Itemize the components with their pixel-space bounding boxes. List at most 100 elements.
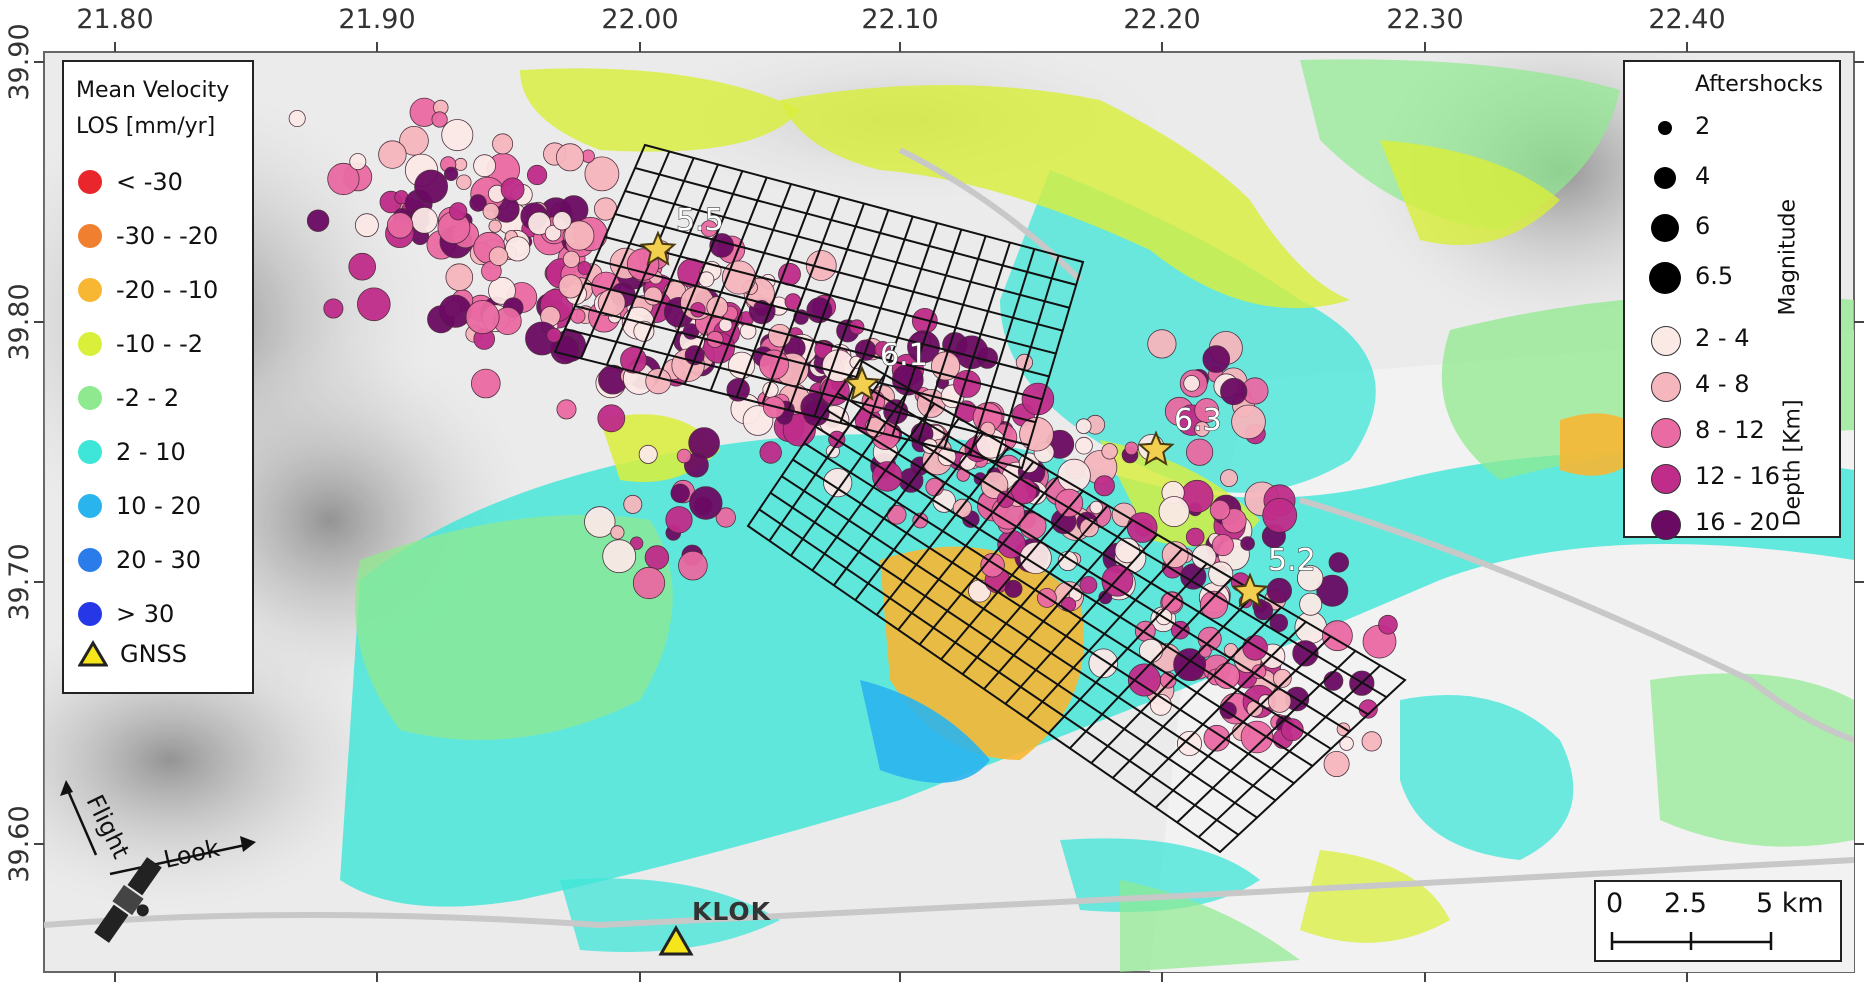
depth-legend-label: 4 - 8 bbox=[1695, 370, 1750, 398]
epicenter-star-icon bbox=[639, 230, 677, 266]
x-tick-label: 22.30 bbox=[1386, 4, 1463, 35]
aftershock bbox=[739, 322, 757, 340]
aftershock bbox=[584, 156, 620, 192]
aftershock bbox=[665, 506, 693, 534]
aftershock bbox=[1323, 751, 1350, 778]
fault-plane-outline bbox=[746, 358, 1407, 854]
velocity-legend-title: Mean Velocity bbox=[76, 78, 230, 103]
aftershock bbox=[1194, 421, 1210, 437]
aftershock bbox=[306, 209, 330, 232]
x-tick-label: 22.40 bbox=[1648, 4, 1725, 35]
velocity-swatch bbox=[78, 386, 102, 410]
depth-axis-label: Depth [Km] bbox=[1780, 399, 1806, 527]
magnitude-dot bbox=[1658, 121, 1672, 135]
aftershock bbox=[1057, 458, 1091, 493]
aftershock bbox=[556, 143, 585, 172]
aftershock bbox=[1328, 552, 1350, 573]
aftershock bbox=[399, 126, 429, 156]
aftershock bbox=[638, 444, 658, 464]
fault-grid-line bbox=[735, 190, 817, 398]
aftershock bbox=[386, 212, 414, 239]
aftershock bbox=[1198, 644, 1212, 658]
aftershock bbox=[1269, 613, 1289, 633]
aftershock bbox=[1202, 345, 1231, 373]
earthquake-magnitude-labels: 5.5 6.1 6.3 5.2 bbox=[675, 202, 1316, 578]
aftershock bbox=[546, 327, 562, 343]
aftershock bbox=[823, 468, 853, 498]
aftershock bbox=[356, 287, 391, 322]
velocity-legend-row: 20 - 30 bbox=[78, 540, 201, 580]
aftershock bbox=[348, 252, 377, 281]
aftershock bbox=[527, 211, 552, 236]
aftershock bbox=[1126, 512, 1158, 543]
velocity-legend-label: 20 - 30 bbox=[116, 546, 201, 574]
quake-label-6-3: 6.3 bbox=[1174, 403, 1222, 438]
aftershock bbox=[469, 194, 487, 212]
axis-ticks bbox=[34, 42, 1864, 982]
velocity-swatch bbox=[78, 170, 102, 194]
aftershock bbox=[956, 468, 970, 482]
fault-grid-line bbox=[604, 236, 1057, 355]
velocity-legend-row: < -30 bbox=[78, 162, 183, 202]
fault-grid-line bbox=[837, 392, 1369, 716]
scale-bar: 0 2.5 5 km bbox=[1594, 880, 1842, 962]
aftershock bbox=[1316, 574, 1349, 607]
depth-legend-label: 16 - 20 bbox=[1695, 508, 1780, 536]
fault-grid-line bbox=[943, 242, 1011, 449]
satellite-icon bbox=[94, 857, 162, 943]
fault-grid-line bbox=[631, 164, 719, 372]
aftershock bbox=[874, 341, 891, 358]
aftershock bbox=[1208, 561, 1234, 587]
aftershock bbox=[1019, 541, 1052, 575]
aftershock-legend: Aftershocks 2 4 6 6.5 2 - 4 4 - 8 8 - 12 12 - 1… bbox=[1623, 60, 1841, 540]
depth-legend-row: 4 - 8 bbox=[1625, 364, 1749, 408]
aftershock bbox=[1127, 663, 1161, 697]
aftershock bbox=[473, 154, 497, 178]
aftershock bbox=[700, 220, 718, 238]
aftershock bbox=[1186, 438, 1214, 466]
gnss-triangle-icon bbox=[78, 640, 108, 667]
aftershock bbox=[454, 157, 468, 171]
fault-grid-line bbox=[839, 216, 914, 424]
magnitude-legend-label: 4 bbox=[1695, 162, 1711, 190]
fault-grid-line bbox=[781, 475, 1277, 802]
aftershock bbox=[1173, 648, 1206, 681]
epicenter-star-icon bbox=[843, 365, 881, 401]
aftershock bbox=[323, 298, 344, 319]
aftershock bbox=[562, 250, 581, 268]
aftershock bbox=[678, 550, 708, 581]
depth-legend-label: 8 - 12 bbox=[1695, 416, 1765, 444]
y-tick-label: 39.90 bbox=[4, 23, 35, 100]
fault-grid-line bbox=[657, 170, 744, 379]
fault-grid-line bbox=[564, 328, 1030, 447]
depth-legend-row: 16 - 20 bbox=[1625, 502, 1780, 546]
quake-label-6-1: 6.1 bbox=[880, 338, 928, 373]
scale-label-2-5: 2.5 bbox=[1664, 888, 1707, 919]
depth-legend-label: 2 - 4 bbox=[1695, 324, 1750, 352]
aftershock bbox=[597, 404, 626, 433]
velocity-swatch bbox=[78, 548, 102, 572]
depth-swatch bbox=[1651, 372, 1681, 402]
velocity-swatch bbox=[78, 440, 102, 464]
velocity-legend-row: -20 - -10 bbox=[78, 270, 218, 310]
aftershock bbox=[441, 119, 474, 152]
aftershock bbox=[1093, 475, 1115, 497]
aftershock bbox=[288, 110, 306, 128]
aftershock bbox=[378, 140, 407, 169]
aftershock bbox=[644, 545, 670, 570]
gnss-legend-row: GNSS bbox=[78, 634, 187, 674]
aftershock bbox=[1322, 620, 1353, 652]
fault-grid-line bbox=[624, 190, 1070, 309]
fault-grid-line bbox=[769, 491, 1258, 819]
aftershock bbox=[670, 483, 690, 504]
fault-grid-line bbox=[891, 229, 963, 437]
aftershock bbox=[1147, 329, 1177, 359]
depth-legend-row: 2 - 4 bbox=[1625, 318, 1749, 362]
magnitude-dot bbox=[1651, 214, 1679, 242]
gnss-station-marker bbox=[658, 924, 694, 956]
aftershock bbox=[1079, 576, 1098, 594]
fault-grid-line bbox=[614, 213, 1063, 332]
aftershock bbox=[759, 441, 782, 464]
aftershock bbox=[1054, 488, 1084, 518]
fault-grid-line bbox=[584, 282, 1043, 401]
